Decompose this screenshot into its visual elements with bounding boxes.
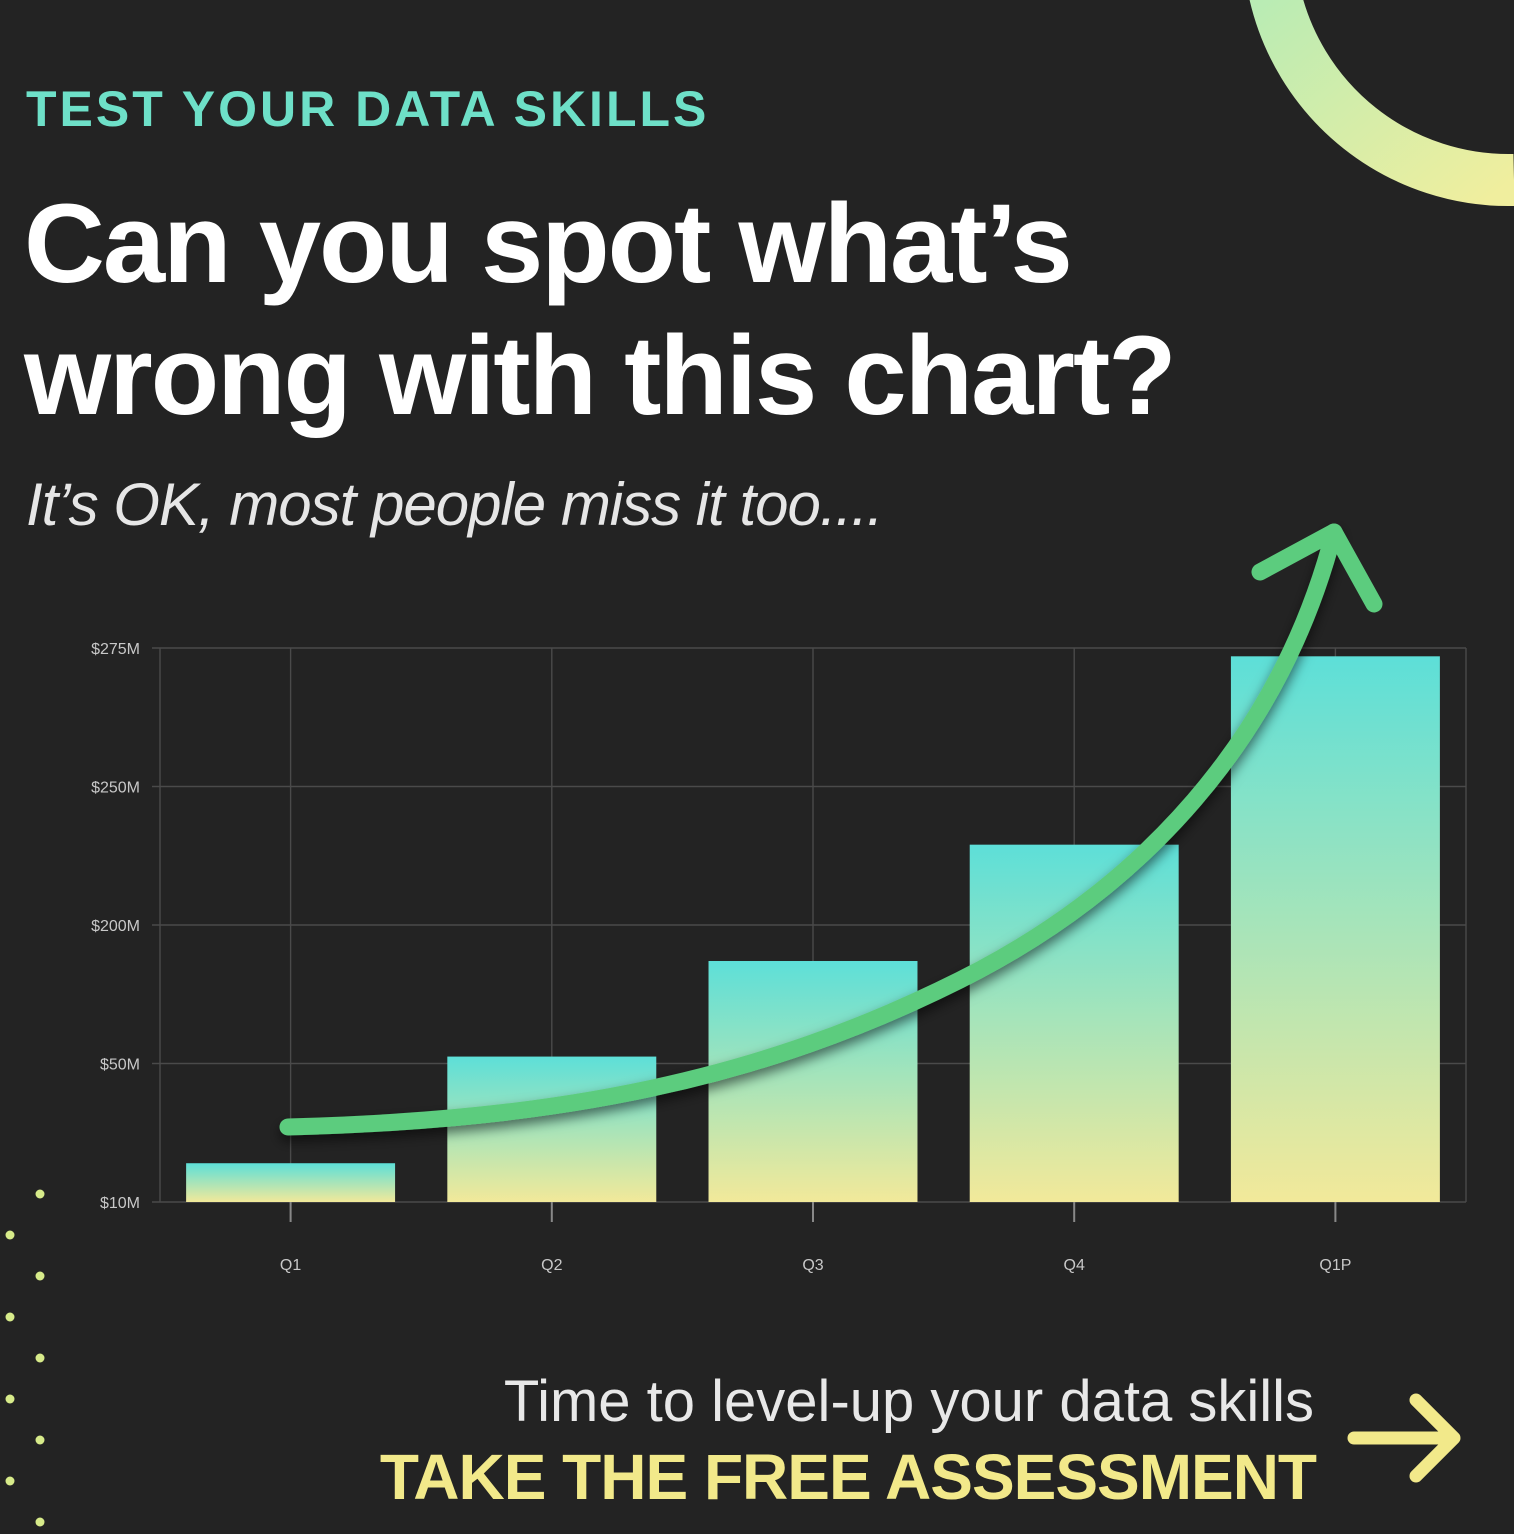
x-tick-label: Q4: [1064, 1257, 1085, 1274]
kicker: TEST YOUR DATA SKILLS: [26, 81, 710, 137]
bar-q4: [969, 844, 1179, 1202]
decorative-dot: [35, 1271, 45, 1281]
x-tick-label: Q2: [541, 1257, 562, 1274]
arrow-right-icon[interactable]: [1346, 1388, 1466, 1488]
x-tick-label: Q1: [280, 1257, 301, 1274]
y-tick-label: $200M: [91, 918, 140, 935]
y-tick-label: $50M: [100, 1057, 140, 1074]
bar-q3: [708, 961, 918, 1202]
decorative-arc: [1249, 0, 1514, 207]
bar-q1: [186, 1163, 396, 1202]
y-tick-label: $275M: [91, 641, 140, 658]
decorative-dots: [5, 1189, 45, 1527]
headline: Can you spot what’s wrong with this char…: [24, 181, 1177, 438]
y-tick-label: $250M: [91, 780, 140, 797]
decorative-dot: [35, 1353, 45, 1363]
trend-arrow-line: [279, 523, 1343, 1136]
decorative-dot: [35, 1435, 45, 1445]
x-tick-label: Q3: [802, 1257, 823, 1274]
bar-q1p: [1230, 656, 1440, 1202]
subhead: It’s OK, most people miss it too....: [26, 471, 884, 538]
x-tick-label: Q1P: [1319, 1257, 1351, 1274]
decorative-dot: [5, 1476, 15, 1486]
decorative-dot: [35, 1189, 45, 1199]
decorative-dot: [35, 1517, 45, 1527]
cta-text: Time to level-up your data skills: [503, 1369, 1314, 1434]
trend-arrowhead-icon: [1251, 523, 1383, 613]
y-tick-label: $10M: [100, 1195, 140, 1212]
decorative-dot: [5, 1230, 15, 1240]
take-assessment-link[interactable]: TAKE THE FREE ASSESSMENT: [379, 1441, 1317, 1513]
bar-chart: $10M $50M $200M $250M $275M Q1 Q2 Q3 Q4 Q1P: [91, 523, 1467, 1274]
decorative-dot: [5, 1312, 15, 1322]
decorative-dot: [5, 1394, 15, 1404]
bar-q2: [447, 1056, 657, 1202]
